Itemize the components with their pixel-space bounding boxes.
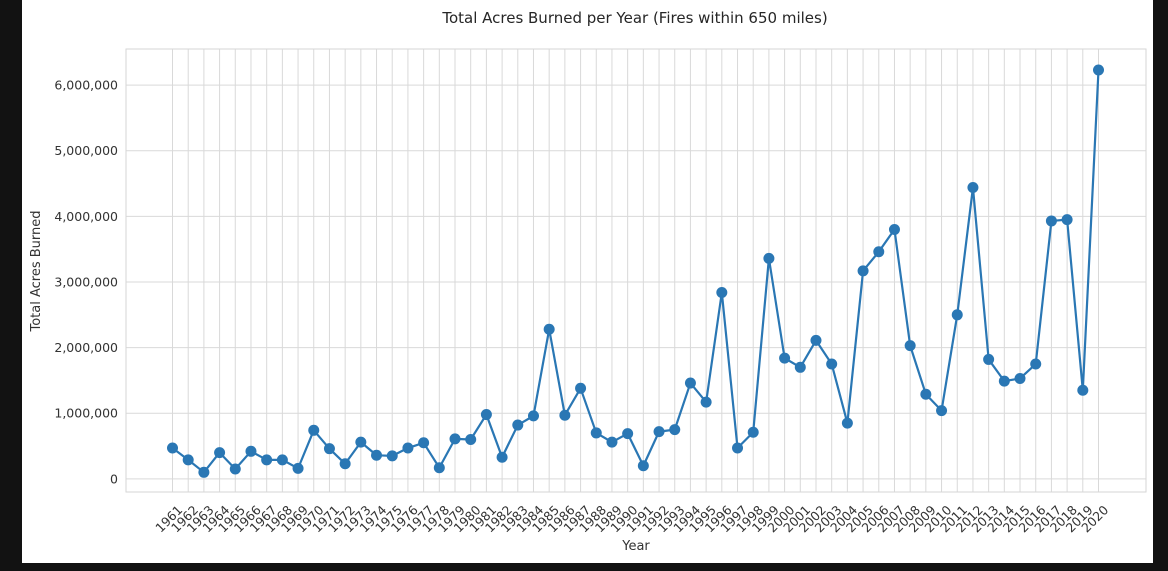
data-point bbox=[763, 252, 775, 264]
data-point bbox=[512, 419, 524, 431]
data-point bbox=[559, 409, 571, 421]
data-point bbox=[967, 181, 979, 193]
data-point bbox=[182, 454, 194, 466]
data-point bbox=[198, 466, 210, 478]
y-tick-label: 0 bbox=[110, 471, 118, 486]
data-point bbox=[1061, 214, 1073, 226]
data-point bbox=[779, 352, 791, 364]
data-point bbox=[904, 340, 916, 352]
data-point bbox=[355, 436, 367, 448]
data-point bbox=[1014, 372, 1026, 384]
data-point bbox=[998, 375, 1010, 387]
chart-frame: Total Acres Burned per Year (Fires withi… bbox=[22, 0, 1153, 563]
data-point bbox=[810, 334, 822, 346]
data-point bbox=[983, 353, 995, 365]
data-point bbox=[606, 436, 618, 448]
data-point bbox=[245, 445, 257, 457]
data-point bbox=[496, 451, 508, 463]
data-point bbox=[480, 409, 492, 421]
data-point bbox=[841, 417, 853, 429]
data-point bbox=[371, 449, 383, 461]
data-point bbox=[669, 424, 681, 436]
plot-area bbox=[125, 48, 1147, 493]
data-point bbox=[826, 358, 838, 370]
data-point bbox=[951, 309, 963, 321]
data-point bbox=[857, 265, 869, 277]
data-point bbox=[386, 450, 398, 462]
data-point bbox=[276, 454, 288, 466]
data-point bbox=[229, 463, 241, 475]
data-point bbox=[936, 405, 948, 417]
data-point bbox=[1093, 64, 1104, 76]
y-tick-label: 1,000,000 bbox=[54, 406, 118, 421]
data-point bbox=[653, 426, 665, 438]
y-tick-label: 4,000,000 bbox=[54, 209, 118, 224]
data-point bbox=[888, 223, 900, 235]
data-point bbox=[732, 442, 744, 454]
data-point bbox=[637, 460, 649, 472]
data-point bbox=[527, 410, 539, 422]
series-line bbox=[171, 69, 1100, 474]
data-point bbox=[622, 428, 634, 440]
data-point bbox=[1030, 358, 1042, 370]
y-axis-label: Total Acres Burned bbox=[29, 210, 44, 332]
data-point bbox=[590, 427, 602, 439]
y-tick-label: 5,000,000 bbox=[54, 143, 118, 158]
acres-burned-line-chart: Total Acres Burned per Year (Fires withi… bbox=[29, 9, 1147, 554]
data-point bbox=[402, 442, 414, 454]
data-point bbox=[543, 323, 555, 335]
y-tick-label: 3,000,000 bbox=[54, 274, 118, 289]
data-point bbox=[167, 442, 178, 454]
data-point bbox=[449, 433, 461, 445]
data-point bbox=[873, 246, 885, 258]
data-point bbox=[292, 462, 304, 474]
data-point bbox=[747, 426, 759, 438]
data-point bbox=[700, 396, 712, 408]
data-point bbox=[214, 447, 226, 459]
data-point bbox=[1077, 384, 1089, 396]
data-point bbox=[794, 361, 806, 373]
data-point bbox=[1045, 215, 1057, 227]
chart-title: Total Acres Burned per Year (Fires withi… bbox=[441, 9, 827, 27]
data-point bbox=[920, 388, 932, 400]
y-tick-label: 2,000,000 bbox=[54, 340, 118, 355]
data-point bbox=[465, 433, 477, 445]
data-point bbox=[308, 424, 320, 436]
data-point bbox=[418, 437, 430, 449]
data-point bbox=[261, 454, 273, 466]
y-tick-label: 6,000,000 bbox=[54, 78, 118, 93]
data-point bbox=[433, 462, 445, 474]
data-point bbox=[575, 382, 587, 394]
data-point bbox=[684, 377, 696, 389]
data-point bbox=[323, 443, 335, 455]
x-axis-label: Year bbox=[621, 539, 650, 554]
data-point bbox=[716, 286, 728, 298]
data-point bbox=[339, 458, 351, 470]
